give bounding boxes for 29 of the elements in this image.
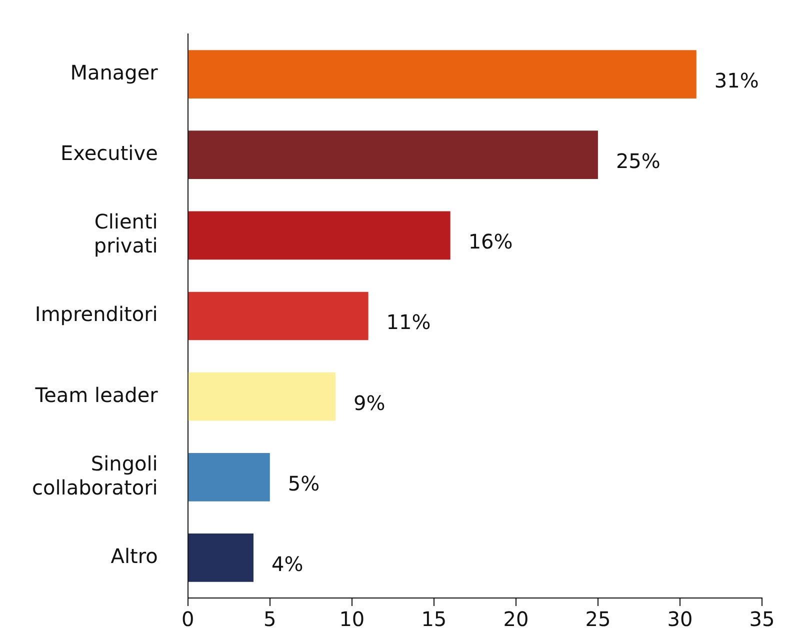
data-label: 5% bbox=[288, 471, 320, 496]
data-label: 4% bbox=[271, 552, 304, 576]
y-tick-label: Altro bbox=[110, 544, 158, 568]
bar bbox=[188, 211, 450, 260]
data-label: 9% bbox=[354, 390, 386, 415]
y-tick-label: Manager bbox=[70, 60, 159, 84]
data-label: 16% bbox=[468, 230, 513, 254]
data-label: 31% bbox=[714, 68, 759, 92]
y-tick-label: Executive bbox=[60, 141, 158, 166]
x-tick-label: 25 bbox=[585, 607, 611, 632]
data-label: 11% bbox=[386, 310, 431, 334]
x-tick-label: 20 bbox=[503, 607, 529, 632]
x-tick-label: 0 bbox=[182, 607, 194, 632]
x-tick-label: 35 bbox=[749, 607, 775, 632]
bar bbox=[188, 534, 254, 582]
bar bbox=[188, 130, 598, 180]
y-tick-label: Imprenditori bbox=[34, 302, 158, 326]
y-tick-label: Singoli collaboratori bbox=[32, 451, 158, 500]
y-tick-label: Clienti privati bbox=[94, 210, 158, 258]
bar bbox=[188, 452, 270, 502]
bar bbox=[188, 50, 696, 98]
x-tick-label: 15 bbox=[421, 607, 447, 632]
bar bbox=[188, 292, 368, 340]
x-tick-label: 10 bbox=[339, 607, 365, 632]
x-tick-label: 30 bbox=[667, 607, 693, 632]
bar bbox=[188, 372, 336, 421]
x-tick-label: 5 bbox=[264, 607, 276, 632]
y-tick-label: Team leader bbox=[34, 382, 159, 407]
data-label: 25% bbox=[616, 149, 660, 174]
